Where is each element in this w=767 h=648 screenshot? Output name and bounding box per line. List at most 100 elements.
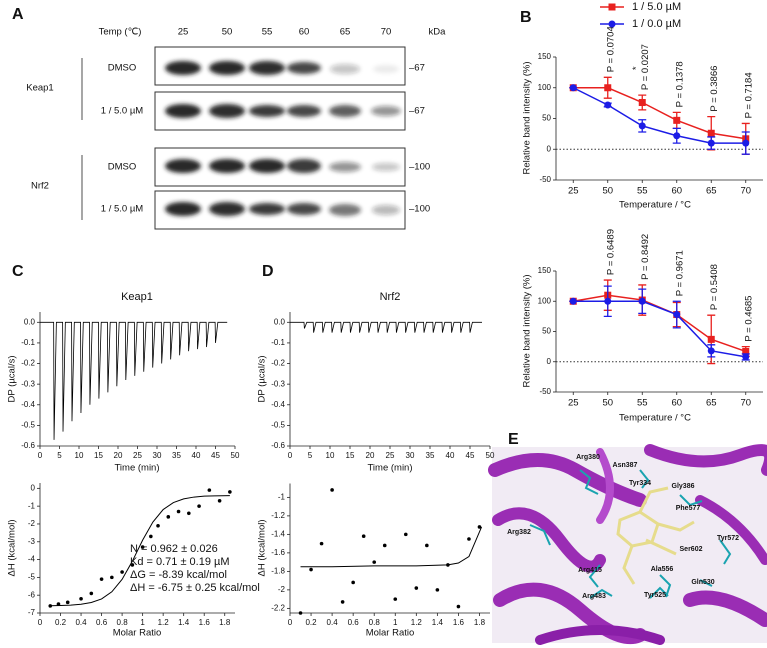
panel-letter: A [12, 6, 24, 23]
data-point [456, 604, 461, 609]
unit-label: kDa [429, 27, 447, 38]
data-point [638, 297, 646, 305]
y-tick-label: -0.4 [271, 400, 285, 409]
data-point [638, 99, 646, 107]
residue-label: Gly386 [672, 483, 695, 490]
data-point [382, 543, 387, 548]
data-point [372, 560, 377, 564]
data-point [477, 525, 482, 529]
x-tick-label: 1.2 [411, 618, 423, 627]
temp-value: 25 [178, 27, 189, 38]
data-point [414, 586, 419, 590]
data-point [156, 523, 160, 528]
y-tick-label: -0.3 [21, 379, 35, 388]
y-tick-label: -1.6 [271, 548, 285, 557]
panel-letter: E [508, 431, 519, 448]
x-tick-label: 1.8 [474, 618, 486, 627]
x-tick-label: 1.2 [158, 618, 170, 627]
x-tick-label: 50 [602, 186, 613, 197]
y-tick-label: -1 [278, 492, 286, 501]
x-tick-label: 25 [133, 451, 142, 460]
y-tick-label: -0.6 [271, 441, 285, 450]
treatment-label: DMSO [108, 63, 137, 74]
data-point [140, 545, 145, 549]
data-point [569, 84, 577, 92]
x-tick-label: 0 [288, 618, 293, 627]
data-point [707, 347, 715, 355]
y-tick-label: -6 [28, 590, 36, 599]
fit-line [50, 495, 230, 607]
treatment-label: 1 / 5.0 µM [101, 204, 144, 215]
x-tick-label: 50 [231, 451, 240, 460]
x-tick-label: 60 [671, 398, 682, 409]
y-tick-label: -7 [28, 608, 36, 617]
data-point [110, 575, 114, 580]
y-tick-label: 0 [547, 357, 552, 366]
y-tick-label: 0.0 [274, 317, 286, 326]
data-point [298, 611, 303, 615]
p-value-label: P = 0.7184 [743, 72, 754, 118]
mw-marker: –100 [409, 204, 430, 215]
data-point [393, 597, 398, 601]
x-tick-label: 20 [366, 451, 375, 460]
y-tick-label: 0 [547, 144, 552, 153]
x-tick-label: 45 [466, 451, 475, 460]
y-tick-label: -50 [539, 175, 551, 184]
data-point [217, 499, 222, 503]
y-axis-label: Relative band intensity (%) [522, 62, 533, 175]
x-tick-label: 70 [740, 186, 751, 197]
data-point [673, 132, 681, 140]
p-value-label: P = 0.3866 [709, 66, 720, 112]
significance-mark: * [631, 66, 642, 70]
data-point [435, 588, 440, 592]
data-point [351, 580, 355, 585]
x-tick-label: 50 [602, 398, 613, 409]
y-tick-label: 100 [538, 296, 552, 305]
data-point [99, 577, 104, 581]
x-tick-label: 45 [211, 451, 220, 460]
y-axis-label: ΔH (kcal/mol) [7, 519, 18, 576]
fit-parameter: ΔH = -6.75 ± 0.25 kcal/mol [130, 582, 260, 594]
data-point [130, 563, 135, 567]
y-axis-label: ΔH (kcal/mol) [257, 519, 268, 576]
series-line [573, 300, 746, 358]
x-tick-label: 10 [326, 451, 335, 460]
x-tick-label: 0.8 [117, 618, 129, 627]
x-tick-label: 0.2 [55, 618, 67, 627]
fit-parameter: N = 0.962 ± 0.026 [130, 543, 218, 555]
legend-marker [608, 3, 616, 11]
mw-marker: –100 [409, 162, 430, 173]
chart-title: Keap1 [121, 291, 153, 303]
panel-letter: D [262, 263, 274, 280]
data-point [707, 139, 715, 147]
data-point [569, 297, 577, 305]
y-tick-label: -4 [28, 555, 36, 564]
residue-label: Arg483 [582, 593, 606, 600]
residue-label: Arg380 [576, 454, 600, 461]
data-point [673, 116, 681, 124]
data-point [309, 567, 313, 572]
residue-label: Tyr525 [644, 592, 666, 599]
p-value-label: P = 0.4685 [743, 296, 754, 342]
x-tick-label: 1.4 [178, 618, 190, 627]
x-tick-label: 0 [38, 618, 43, 627]
x-tick-label: 65 [706, 398, 717, 409]
data-point [166, 515, 171, 519]
data-point [673, 311, 681, 319]
temp-value: 60 [299, 27, 310, 38]
x-tick-label: 5 [57, 451, 62, 460]
temp-value: 50 [222, 27, 233, 38]
y-tick-label: -0.6 [21, 441, 35, 450]
x-tick-label: 0.6 [348, 618, 360, 627]
trace-line [290, 321, 482, 333]
fit-parameter: Kd = 0.71 ± 0.19 µM [130, 556, 230, 568]
x-tick-label: 0.2 [305, 618, 317, 627]
y-tick-label: -3 [28, 537, 36, 546]
temp-label: Temp (℃) [99, 27, 142, 38]
y-tick-label: -1.8 [271, 566, 285, 575]
x-tick-label: 40 [446, 451, 455, 460]
y-tick-label: -0.2 [21, 359, 35, 368]
p-value-label: P = 0.0704 [605, 26, 616, 72]
p-value-label: P = 0.6489 [605, 229, 616, 275]
